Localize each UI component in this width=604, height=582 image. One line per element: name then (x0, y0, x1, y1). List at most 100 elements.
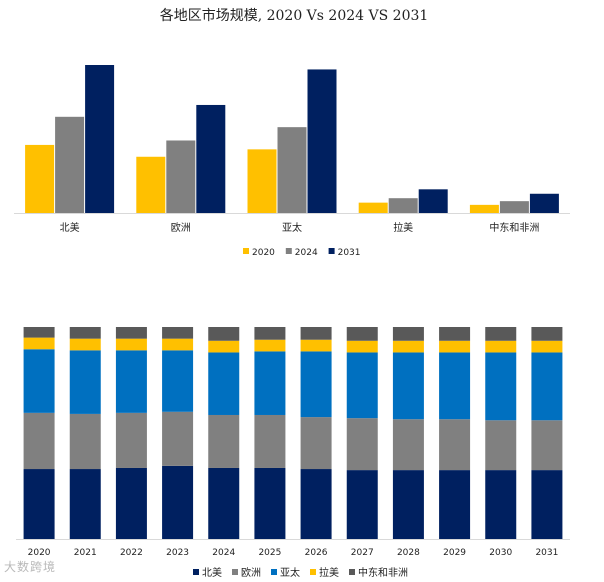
year-label: 2024 (212, 548, 235, 558)
segment-2024-北美 (208, 467, 240, 539)
segment-2031-北美 (531, 470, 563, 539)
segment-2026-北美 (300, 469, 332, 539)
segment-2020-中东和非洲 (23, 327, 55, 338)
segment-2022-北美 (115, 467, 147, 539)
bar-欧洲-2031 (196, 104, 226, 213)
year-label: 2031 (535, 548, 558, 558)
segment-2022-欧洲 (115, 412, 147, 468)
segment-2029-拉美 (439, 340, 471, 353)
legend-label-中东和非洲: 中东和非洲 (358, 566, 408, 579)
year-label: 2029 (443, 548, 466, 558)
year-label: 2023 (166, 548, 189, 558)
segment-2031-拉美 (531, 340, 563, 353)
segment-2030-拉美 (485, 340, 517, 353)
segment-2030-欧洲 (485, 420, 517, 471)
legend-label-拉美: 拉美 (319, 566, 339, 579)
bar-欧洲-2024 (166, 140, 196, 213)
segment-2020-北美 (23, 469, 55, 539)
legend-label-2024: 2024 (295, 248, 318, 258)
segment-2025-中东和非洲 (254, 327, 286, 340)
segment-2029-亚太 (439, 352, 471, 420)
segment-2028-拉美 (392, 340, 424, 353)
legend-label-欧洲: 欧洲 (241, 567, 261, 579)
bar-中东和非洲-2024 (499, 201, 529, 213)
legend-swatch-2020 (243, 248, 249, 254)
segment-2028-欧洲 (392, 419, 424, 471)
segment-2027-拉美 (346, 340, 378, 353)
year-label: 2027 (351, 548, 374, 558)
category-label: 欧洲 (171, 222, 191, 234)
bar-北美-2024 (55, 116, 85, 213)
bar-北美-2020 (25, 144, 55, 213)
bar-欧洲-2020 (136, 156, 166, 213)
legend-swatch-2024 (285, 248, 292, 254)
segment-2031-亚太 (531, 352, 563, 421)
year-label: 2020 (28, 548, 51, 558)
segment-2021-北美 (69, 469, 101, 539)
segment-2023-拉美 (162, 338, 194, 351)
segment-2026-欧洲 (300, 417, 332, 470)
legend-label-北美: 北美 (202, 566, 222, 579)
segment-2020-亚太 (23, 349, 55, 413)
legend-swatch-2031 (328, 248, 335, 254)
segment-2030-北美 (485, 470, 517, 539)
bar-中东和非洲-2020 (469, 204, 499, 213)
share-stacked-bar-chart: 2020 2021 2022 2023 2024 2025 2026 2027 2028 2029… (16, 327, 570, 579)
segment-2022-拉美 (115, 338, 147, 351)
segment-2025-北美 (254, 467, 286, 539)
bar-亚太-2031 (307, 69, 337, 213)
legend-swatch-拉美 (310, 569, 316, 575)
segment-2023-欧洲 (162, 411, 194, 466)
segment-2029-欧洲 (439, 419, 471, 471)
legend-swatch-北美 (193, 569, 199, 575)
legend-swatch-亚太 (271, 569, 277, 575)
bar-中东和非洲-2031 (529, 193, 559, 213)
bar-拉美-2031 (418, 189, 448, 213)
segment-2026-拉美 (300, 339, 332, 352)
segment-2024-欧洲 (208, 414, 240, 468)
category-label: 北美 (60, 221, 80, 234)
year-label: 2025 (258, 548, 281, 558)
legend-swatch-中东和非洲 (349, 569, 355, 575)
segment-2027-欧洲 (346, 418, 378, 471)
segment-2030-亚太 (485, 352, 517, 421)
legend-label-2031: 2031 (338, 248, 361, 258)
category-label: 拉美 (393, 221, 413, 234)
segment-2027-北美 (346, 470, 378, 539)
segment-2025-拉美 (254, 339, 286, 352)
segment-2020-欧洲 (23, 412, 55, 470)
year-label: 2022 (120, 548, 143, 558)
chart-title: 各地区市场规模, 2020 Vs 2024 VS 2031 (160, 7, 429, 24)
segment-2022-亚太 (115, 350, 147, 413)
segment-2023-北美 (162, 465, 194, 539)
segment-2024-中东和非洲 (208, 327, 240, 341)
bar-北美-2031 (85, 65, 115, 213)
segment-2024-亚太 (208, 352, 240, 415)
segment-2028-中东和非洲 (392, 327, 424, 341)
segment-2029-北美 (439, 470, 471, 539)
segment-2031-中东和非洲 (531, 327, 563, 341)
segment-2030-中东和非洲 (485, 327, 517, 341)
year-label: 2030 (489, 548, 512, 558)
segment-2021-亚太 (69, 350, 101, 414)
segment-2020-拉美 (23, 337, 55, 350)
segment-2031-欧洲 (531, 420, 563, 471)
segment-2021-中东和非洲 (69, 327, 101, 339)
segment-2026-中东和非洲 (300, 327, 332, 340)
category-label: 中东和非洲 (489, 221, 539, 234)
regional-bar-chart: 北美 欧洲 亚太 拉美 中东和非洲 2020 2024 2031 (14, 65, 570, 258)
segment-2023-亚太 (162, 350, 194, 412)
category-label: 亚太 (282, 221, 302, 234)
segment-2025-亚太 (254, 351, 286, 415)
bar-亚太-2020 (247, 149, 277, 213)
segment-2024-拉美 (208, 340, 240, 353)
year-label: 2028 (397, 548, 420, 558)
segment-2028-北美 (392, 470, 424, 539)
segment-2026-亚太 (300, 351, 332, 418)
segment-2028-亚太 (392, 352, 424, 420)
segment-2021-拉美 (69, 338, 101, 351)
legend-label-亚太: 亚太 (280, 566, 300, 579)
bar-亚太-2024 (277, 127, 307, 213)
bar-拉美-2024 (388, 198, 418, 213)
